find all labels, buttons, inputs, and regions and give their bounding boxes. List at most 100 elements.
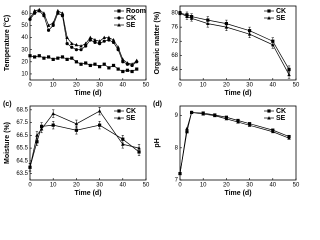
data-point	[185, 126, 189, 130]
data-point	[107, 38, 111, 42]
data-point	[224, 116, 229, 121]
x-tick-label: 40	[119, 83, 126, 89]
data-point	[93, 62, 97, 66]
data-point	[79, 44, 83, 48]
data-point	[39, 127, 44, 131]
data-point	[46, 28, 51, 32]
data-point	[116, 67, 120, 71]
data-point	[56, 56, 60, 60]
data-point	[111, 38, 116, 42]
x-tick-label: 30	[246, 183, 253, 189]
legend-marker	[267, 109, 271, 113]
data-point	[98, 123, 102, 127]
data-point	[130, 69, 134, 74]
data-point	[134, 58, 139, 63]
data-point	[121, 137, 125, 141]
data-point	[189, 16, 194, 20]
data-point	[74, 42, 79, 47]
data-point	[247, 123, 252, 127]
plot-frame	[29, 105, 147, 181]
x-tick-label: 30	[96, 183, 103, 189]
x-tick-label: 20	[223, 183, 230, 189]
data-point	[102, 62, 106, 66]
y-tick-label: 68	[171, 53, 178, 59]
legend-label: CK	[276, 8, 286, 15]
data-point	[178, 171, 182, 176]
data-point	[46, 23, 51, 27]
data-point	[79, 48, 83, 52]
data-point	[51, 57, 55, 61]
panel-label: (c)	[3, 101, 12, 108]
y-tick-label: 64.5	[16, 158, 28, 164]
data-point	[125, 61, 130, 65]
data-point	[206, 21, 210, 26]
data-point	[97, 39, 102, 43]
data-point	[185, 130, 189, 134]
plot-frame	[179, 5, 297, 81]
x-axis-label: Time (d)	[224, 190, 251, 197]
x-tick-label: 40	[119, 183, 126, 189]
y-tick-label: 60	[21, 11, 28, 17]
data-point	[116, 45, 120, 49]
legend-marker	[267, 9, 271, 13]
x-axis-label: Time (d)	[74, 90, 101, 97]
y-axis-label: Moisture (%)	[4, 122, 11, 164]
data-point	[51, 21, 55, 25]
legend-label: CK	[126, 15, 136, 22]
data-point	[83, 41, 88, 46]
y-tick-label: 72	[171, 39, 178, 45]
y-tick-label: 40	[21, 35, 28, 41]
data-point	[287, 72, 291, 77]
data-point	[65, 42, 69, 46]
x-tick-label: 20	[73, 83, 80, 89]
y-tick-label: 63.5	[16, 171, 28, 177]
y-tick-label: 80	[171, 11, 178, 17]
x-tick-label: 10	[200, 83, 207, 89]
data-point	[98, 42, 102, 46]
x-tick-label: 20	[73, 183, 80, 189]
series-line	[179, 112, 290, 174]
data-point	[84, 61, 88, 65]
data-point	[178, 11, 182, 15]
data-point	[107, 66, 111, 70]
series-line	[29, 55, 137, 72]
x-axis-label: Time (d)	[224, 90, 251, 97]
legend-marker	[117, 9, 121, 13]
data-point	[236, 120, 240, 124]
x-tick-label: 10	[200, 183, 207, 189]
data-point	[42, 11, 46, 15]
legend-marker	[117, 109, 121, 113]
data-point	[98, 65, 102, 69]
data-point	[70, 41, 74, 46]
data-point	[102, 39, 106, 43]
data-point	[121, 60, 125, 64]
data-point	[37, 7, 42, 12]
data-point	[51, 23, 55, 28]
x-tick-label: 0	[178, 83, 182, 89]
data-point	[35, 133, 39, 137]
y-tick-label: 64	[171, 67, 178, 73]
y-tick-label: 76	[171, 25, 178, 31]
legend-label: SE	[276, 15, 286, 22]
data-point	[271, 129, 275, 134]
data-point	[28, 16, 32, 20]
x-tick-label: 40	[269, 83, 276, 89]
series-line	[29, 9, 137, 65]
x-tick-label: 40	[269, 183, 276, 189]
x-tick-label: 10	[50, 183, 57, 189]
legend-label: CK	[276, 108, 286, 115]
y-tick-label: 66.5	[16, 133, 28, 139]
data-point	[107, 35, 111, 39]
y-tick-label: 9	[175, 113, 179, 119]
data-point	[189, 110, 194, 114]
data-point	[37, 54, 41, 58]
data-point	[79, 62, 83, 66]
data-point	[56, 8, 60, 13]
data-point	[224, 25, 229, 29]
data-point	[51, 111, 55, 116]
data-point	[287, 67, 291, 72]
data-point	[28, 54, 32, 58]
data-point	[121, 142, 125, 146]
x-tick-label: 10	[50, 83, 57, 89]
data-point	[121, 69, 125, 74]
